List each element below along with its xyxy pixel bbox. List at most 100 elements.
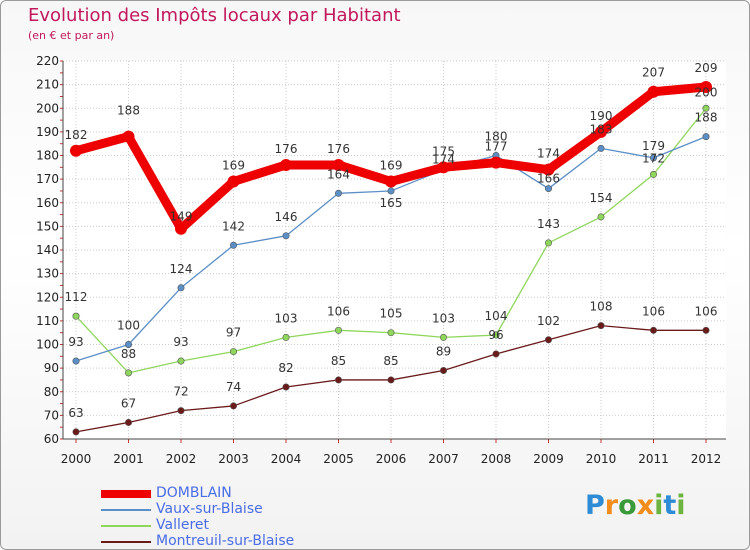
data-point-0 <box>542 163 555 176</box>
data-point-2 <box>492 331 500 339</box>
y-tick-label: 180 <box>36 149 59 163</box>
data-point-0 <box>122 130 135 143</box>
y-tick-label: 100 <box>36 338 59 352</box>
legend-item-valleret[interactable]: Valleret <box>101 517 361 534</box>
data-point-2 <box>282 333 290 341</box>
data-label-0: 176 <box>327 142 350 156</box>
data-label-2: 106 <box>327 304 350 318</box>
data-label-3: 85 <box>383 354 398 368</box>
data-label-1: 93 <box>68 335 83 349</box>
data-point-0 <box>385 175 397 188</box>
y-tick-label: 120 <box>36 290 59 304</box>
data-label-1: 100 <box>117 319 140 333</box>
data-label-0: 174 <box>537 147 560 161</box>
x-tick-label: 2010 <box>586 452 617 466</box>
legend-swatch-valleret <box>101 525 151 527</box>
data-point-2 <box>649 170 657 178</box>
y-tick-label: 110 <box>36 314 59 328</box>
data-label-3: 89 <box>436 344 451 358</box>
data-label-1: 188 <box>695 111 718 125</box>
data-point-2 <box>334 326 342 334</box>
data-point-1 <box>334 189 342 197</box>
y-tick-label: 170 <box>36 172 59 186</box>
data-point-1 <box>230 241 238 249</box>
data-point-2 <box>72 312 80 320</box>
data-point-2 <box>702 104 710 112</box>
data-label-1: 174 <box>432 153 455 167</box>
y-tick-label: 220 <box>36 54 59 68</box>
data-point-3 <box>177 407 185 415</box>
legend-item-domblain[interactable]: DOMBLAIN <box>101 485 361 502</box>
data-label-2: 143 <box>537 217 560 231</box>
data-label-1: 179 <box>642 139 665 153</box>
proxiti-logo: Proxiti <box>585 490 686 521</box>
data-label-3: 74 <box>226 380 241 394</box>
data-point-2 <box>439 333 447 341</box>
x-tick-label: 2007 <box>428 452 459 466</box>
data-label-3: 106 <box>695 304 718 318</box>
data-label-1: 165 <box>380 196 403 210</box>
data-point-1 <box>387 187 395 195</box>
data-point-3 <box>334 376 342 384</box>
data-point-0 <box>490 156 502 169</box>
data-point-2 <box>387 329 395 337</box>
x-tick-label: 2009 <box>533 452 564 466</box>
data-point-1 <box>177 284 185 292</box>
legend-swatch-montreuil <box>101 541 151 543</box>
data-point-1 <box>544 185 552 193</box>
data-label-0: 169 <box>380 158 403 172</box>
data-label-2: 200 <box>695 85 718 99</box>
data-point-2 <box>544 239 552 247</box>
data-point-3 <box>72 428 80 436</box>
y-tick-label: 70 <box>44 408 59 422</box>
x-tick-label: 2002 <box>166 452 197 466</box>
data-point-0 <box>70 144 82 157</box>
data-label-0: 175 <box>432 144 455 158</box>
data-label-3: 85 <box>331 354 346 368</box>
x-tick-label: 2008 <box>481 452 512 466</box>
data-label-0: 188 <box>117 104 140 118</box>
data-label-3: 108 <box>590 300 613 314</box>
legend-swatch-vaux <box>101 509 151 511</box>
legend-item-montreuil[interactable]: Montreuil-sur-Blaise <box>101 533 361 549</box>
data-point-3 <box>492 350 500 358</box>
data-label-0: 177 <box>485 140 508 154</box>
data-label-3: 72 <box>173 385 188 399</box>
data-label-2: 103 <box>432 311 455 325</box>
data-label-2: 103 <box>275 311 298 325</box>
y-tick-label: 150 <box>36 219 59 233</box>
data-label-2: 88 <box>121 347 136 361</box>
data-point-1 <box>597 144 605 152</box>
data-label-0: 207 <box>642 66 665 80</box>
data-point-0 <box>647 85 660 98</box>
data-point-3 <box>649 326 657 334</box>
data-label-0: 182 <box>65 128 88 142</box>
data-point-1 <box>649 154 657 162</box>
data-point-3 <box>702 326 710 334</box>
data-label-0: 169 <box>222 158 245 172</box>
y-tick-label: 130 <box>36 267 59 281</box>
data-point-0 <box>227 175 240 188</box>
data-point-3 <box>230 402 238 410</box>
data-label-3: 67 <box>121 396 136 410</box>
data-point-3 <box>597 322 605 330</box>
legend-label-montreuil: Montreuil-sur-Blaise <box>156 533 295 549</box>
legend-item-vaux[interactable]: Vaux-sur-Blaise <box>101 501 361 518</box>
y-tick-label: 210 <box>36 78 59 92</box>
data-label-1: 183 <box>590 122 613 136</box>
data-point-2 <box>177 357 185 365</box>
legend: DOMBLAIN Vaux-sur-Blaise Valleret Montre… <box>101 485 361 549</box>
data-point-1 <box>125 340 133 348</box>
data-label-2: 172 <box>642 151 665 165</box>
data-point-0 <box>437 161 450 174</box>
data-point-2 <box>597 213 605 221</box>
data-label-3: 63 <box>68 406 83 420</box>
data-label-2: 97 <box>226 326 241 340</box>
data-label-2: 105 <box>380 307 403 321</box>
y-tick-label: 190 <box>36 125 59 139</box>
data-point-0 <box>595 125 607 138</box>
data-label-0: 190 <box>590 109 613 123</box>
data-label-2: 112 <box>65 290 88 304</box>
data-label-1: 124 <box>170 262 193 276</box>
